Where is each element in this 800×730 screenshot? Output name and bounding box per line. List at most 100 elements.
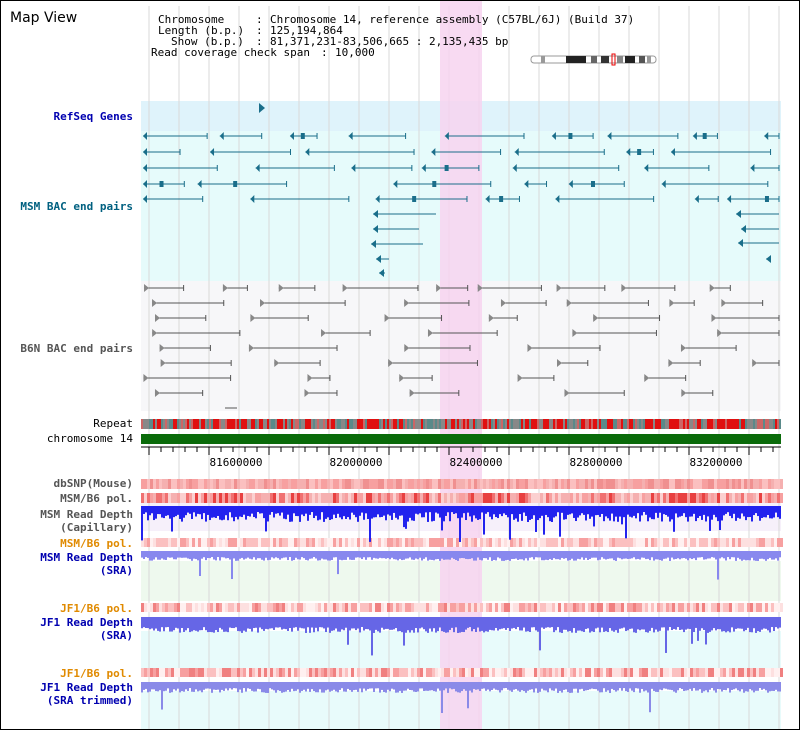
depth-bar — [759, 617, 761, 632]
depth-bar — [169, 682, 171, 693]
heat-cell — [291, 603, 294, 612]
heat-cell — [240, 538, 243, 547]
gene-arrow — [750, 164, 755, 172]
heat-cell — [429, 479, 432, 489]
depth-bar — [559, 617, 561, 633]
depth-bar — [701, 551, 703, 558]
heat-cell — [498, 479, 501, 489]
heat-cell — [585, 538, 588, 547]
depth-bar — [651, 617, 653, 628]
depth-bar — [311, 506, 313, 513]
repeat-segment — [773, 419, 775, 429]
depth-bar — [231, 551, 233, 580]
depth-bar — [315, 617, 317, 628]
msm-bac-end — [373, 210, 378, 218]
b6n-bac-end — [669, 299, 675, 307]
depth-bar — [763, 617, 765, 629]
heat-cell — [192, 479, 195, 489]
depth-bar — [233, 682, 235, 689]
repeat-segment — [413, 419, 415, 429]
heat-cell — [558, 668, 561, 677]
heat-cell — [642, 479, 645, 489]
repeat-segment — [233, 419, 235, 429]
track-label-msm-read-depth-sra[interactable]: MSM Read Depth (SRA) — [40, 551, 133, 577]
depth-bar — [257, 682, 259, 689]
depth-bar — [637, 551, 639, 559]
depth-bar — [715, 506, 717, 518]
heat-cell — [492, 493, 495, 503]
heat-cell — [609, 479, 612, 489]
heat-cell — [498, 493, 501, 503]
track-label-jf1-read-depth-sra[interactable]: JF1 Read Depth (SRA) — [40, 616, 133, 642]
depth-bar — [315, 551, 317, 559]
depth-bar — [745, 551, 747, 561]
heat-cell — [696, 603, 699, 612]
depth-bar — [541, 551, 543, 561]
heat-cell — [492, 603, 495, 612]
heat-cell — [750, 668, 753, 677]
heat-cell — [717, 668, 720, 677]
depth-bar — [361, 551, 363, 560]
heat-cell — [510, 493, 513, 503]
heat-cell — [594, 538, 597, 547]
repeat-segment — [359, 419, 361, 429]
depth-bar — [649, 682, 651, 713]
depth-bar — [303, 506, 305, 517]
heat-cell — [720, 668, 723, 677]
repeat-segment — [635, 419, 637, 429]
heat-cell — [708, 479, 711, 489]
depth-bar — [631, 551, 633, 559]
heat-cell — [156, 538, 159, 547]
depth-bar — [263, 617, 265, 631]
track-label-msm-b6-pol-2[interactable]: MSM/B6 pol. — [60, 537, 133, 550]
depth-bar — [375, 551, 377, 559]
repeat-segment — [457, 419, 459, 429]
depth-bar — [143, 617, 145, 628]
heat-cell — [192, 603, 195, 612]
heat-cell — [717, 603, 720, 612]
b6n-bac-end — [680, 344, 686, 352]
depth-bar — [359, 551, 361, 558]
depth-bar — [775, 682, 777, 690]
heat-cell — [375, 538, 378, 547]
depth-bar — [419, 617, 421, 629]
depth-bar — [567, 617, 569, 632]
track-label-jf1-b6-pol-2[interactable]: JF1/B6 pol. — [60, 667, 133, 680]
b6n-bac-end — [222, 284, 228, 292]
heat-cell — [678, 668, 681, 677]
repeat-segment — [267, 419, 269, 429]
msm-bac-end — [376, 255, 381, 263]
track-label-jf1-b6-pol-1[interactable]: JF1/B6 pol. — [60, 602, 133, 615]
depth-bar — [691, 551, 693, 560]
heat-cell — [618, 668, 621, 677]
depth-bar — [607, 551, 609, 559]
heat-cell — [237, 668, 240, 677]
depth-bar — [483, 551, 485, 559]
track-label-msm-bac[interactable]: MSM BAC end pairs — [20, 200, 133, 213]
heat-cell — [732, 538, 735, 547]
track-label-jf1-read-depth-trimmed[interactable]: JF1 Read Depth (SRA trimmed) — [40, 681, 133, 707]
repeat-segment — [203, 419, 205, 429]
track-label-dbsnp[interactable]: dbSNP(Mouse) — [53, 477, 133, 490]
track-label-refseq[interactable]: RefSeq Genes — [53, 110, 133, 123]
depth-bar — [375, 506, 377, 518]
track-label-msm-read-depth-capillary[interactable]: MSM Read Depth (Capillary) — [40, 508, 133, 534]
track-label-msm-b6-pol-1[interactable]: MSM/B6 pol. — [60, 492, 133, 505]
heat-cell — [543, 603, 546, 612]
depth-bar — [509, 506, 511, 540]
heat-cell — [384, 668, 387, 677]
heat-cell — [228, 668, 231, 677]
depth-bar — [579, 682, 581, 690]
depth-bar — [525, 506, 527, 516]
repeat-segment — [465, 419, 467, 429]
heat-cell — [462, 603, 465, 612]
depth-bar — [247, 617, 249, 629]
track-label-b6n-bac[interactable]: B6N BAC end pairs — [20, 342, 133, 355]
heat-cell — [531, 538, 534, 547]
repeat-segment — [477, 419, 479, 429]
heat-cell — [348, 603, 351, 612]
heat-cell — [435, 493, 438, 503]
depth-bar — [667, 617, 669, 631]
heat-cell — [348, 479, 351, 489]
heat-cell — [306, 479, 309, 489]
